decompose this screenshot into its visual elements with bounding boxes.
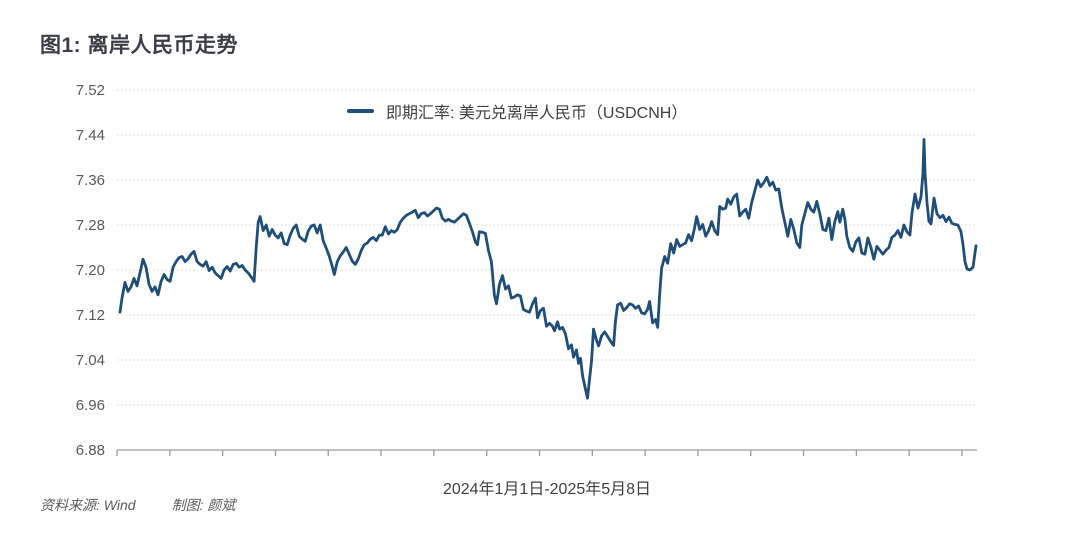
x-axis-date-range-label: 2024年1月1日-2025年5月8日: [442, 481, 652, 498]
y-tick-label: 7.20: [76, 262, 105, 279]
y-tick-label: 7.52: [76, 82, 105, 99]
y-tick-label: 7.04: [76, 352, 105, 369]
chart-author-note: 制图: 颜斌: [171, 497, 236, 513]
y-tick-label: 7.12: [76, 307, 105, 324]
data-source-note: 资料来源: Wind: [40, 497, 136, 513]
footer: 资料来源: Wind 制图: 颜斌: [40, 495, 235, 515]
y-tick-label: 6.88: [76, 442, 105, 459]
y-tick-label: 6.96: [76, 397, 105, 414]
y-tick-label: 7.36: [76, 172, 105, 189]
legend-label: 即期汇率: 美元兑离岸人民币（USDCNH）: [386, 105, 688, 122]
usdcnh-series-line: [118, 138, 978, 400]
chart-title: 图1: 离岸人民币走势: [40, 34, 239, 57]
y-tick-label: 7.28: [76, 217, 105, 234]
legend-line-swatch: [347, 109, 374, 113]
legend: 即期汇率: 美元兑离岸人民币（USDCNH）: [347, 100, 687, 122]
y-tick-label: 7.44: [76, 127, 105, 144]
